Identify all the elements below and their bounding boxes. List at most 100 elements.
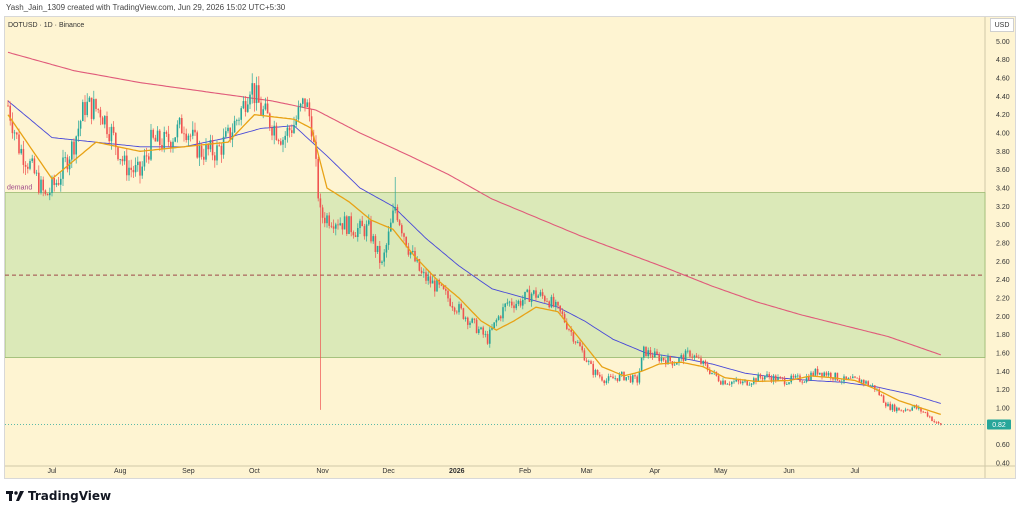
candle-body-400 [887,403,889,407]
candle-body-234 [522,299,524,306]
price-unit-button[interactable]: USD [990,18,1014,32]
candle-body-350 [777,377,779,381]
candle-body-75 [172,141,174,149]
candle-body-301 [669,356,671,362]
candle-body-389 [863,379,865,384]
y-tick-label-3: 1.00 [996,406,1010,413]
candle-body-72 [165,131,168,134]
candle-body-3 [13,132,16,134]
candle-body-379 [841,381,843,383]
y-tick-label-7: 1.80 [996,332,1010,339]
candle-body-326 [724,380,726,385]
candle-body-291 [647,350,649,357]
candle-body-134 [302,98,304,104]
current-price-label: 0.82 [992,422,1006,429]
candle-body-64 [148,156,150,160]
candle-body-163 [365,224,368,237]
candle-body-126 [284,135,286,140]
candle-body-391 [867,381,869,386]
price-chart[interactable]: demand0.400.600.801.001.201.401.601.802.… [5,17,1015,478]
candle-body-120 [271,127,273,136]
candle-body-154 [346,216,348,234]
candle-body-83 [189,135,192,137]
candle-body-341 [757,374,759,382]
candle-body-184 [412,250,414,252]
candle-body-316 [702,360,704,364]
candle-body-387 [858,378,861,383]
candle-body-418 [926,412,929,417]
candle-body-63 [145,155,148,157]
candle-body-132 [297,107,300,120]
candle-body-270 [601,376,603,381]
candle-body-161 [361,220,363,227]
candle-body-191 [427,276,429,281]
candle-body-333 [739,381,742,384]
candle-body-306 [680,355,682,358]
candle-body-179 [401,225,403,234]
candle-body-217 [484,333,487,335]
x-tick-label-11: Jun [783,468,794,475]
candle-body-414 [918,407,920,409]
candle-body-373 [827,372,830,376]
candle-body-282 [627,376,630,378]
candle-body-202 [451,305,454,308]
candle-body-140 [315,141,317,159]
candle-body-43 [101,117,104,125]
y-tick-label-17: 3.80 [996,149,1010,156]
symbol-label: DOTUSD · 1D · Binance [8,22,84,29]
candle-body-215 [480,327,482,330]
candle-body-36 [86,101,88,116]
candle-body-147 [330,225,333,227]
candle-body-199 [445,289,447,291]
candle-body-304 [676,362,678,365]
candle-body-67 [154,137,157,142]
candle-body-232 [517,300,520,304]
candle-body-288 [640,357,643,372]
candle-body-32 [77,128,80,137]
candle-body-209 [467,317,469,325]
candle-body-12 [33,158,36,174]
y-tick-label-15: 3.40 [996,186,1010,193]
candle-body-168 [376,245,379,253]
candle-body-137 [308,102,311,117]
candle-body-101 [229,127,231,140]
candle-body-328 [728,383,731,385]
candle-body-247 [550,296,553,308]
candle-body-211 [471,318,473,323]
candle-body-337 [748,384,751,386]
attribution-text: Yash_Jain_1309 created with TradingView.… [6,3,286,12]
y-tick-label-12: 2.80 [996,241,1010,248]
candle-body-416 [922,411,924,413]
candle-body-273 [607,376,610,381]
brand-name: TradingView [28,489,112,503]
x-tick-label-4: Nov [316,468,329,475]
x-tick-label-9: Apr [649,468,661,475]
candle-body-223 [497,316,500,320]
candle-body-172 [385,244,388,253]
candle-body-149 [335,224,337,229]
candle-body-18 [46,193,49,196]
candle-body-180 [403,233,405,237]
candle-body-297 [660,357,663,362]
candle-body-181 [405,236,407,247]
candle-body-411 [911,407,913,411]
candle-body-151 [339,223,341,226]
candle-body-265 [590,361,592,364]
candle-body-95 [216,145,218,161]
candle-body-80 [183,133,185,135]
candle-body-129 [291,130,293,133]
chart-pane[interactable]: demand0.400.600.801.001.201.401.601.802.… [4,16,1016,479]
candle-body-256 [570,329,572,332]
candle-body-116 [262,109,264,116]
candle-body-384 [852,376,854,379]
candle-body-122 [275,125,278,140]
candle-body-90 [205,144,207,160]
candle-body-127 [286,127,289,136]
candle-body-286 [636,376,638,383]
candle-body-39 [93,99,95,119]
candle-body-121 [273,125,275,136]
candle-body-356 [790,375,792,383]
candle-body-198 [442,285,445,290]
candle-body-74 [170,141,172,149]
candle-body-245 [546,301,548,302]
